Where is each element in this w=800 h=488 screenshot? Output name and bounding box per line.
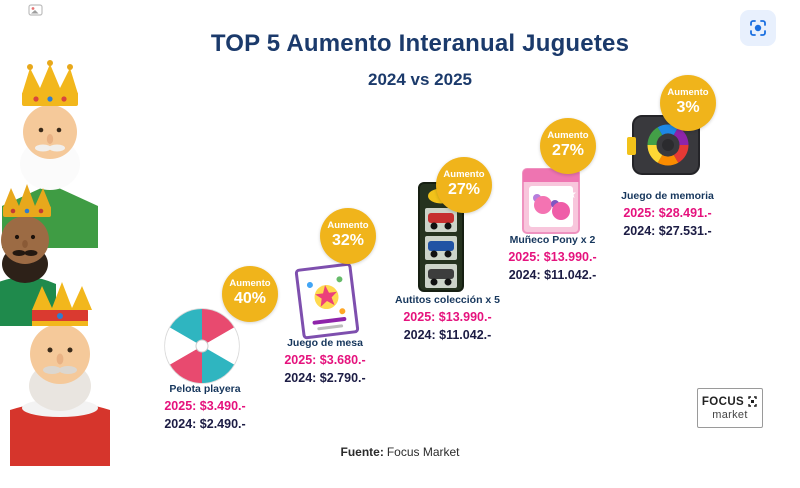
three-kings-illustration <box>0 60 110 466</box>
price-2025: 2025: $13.990.- <box>508 250 597 264</box>
pony-pack-image <box>522 168 580 234</box>
logo-text-focus: FOCUS <box>701 395 745 408</box>
product-item-juego-de-memoria: Aumento 3% Juego de memoria 2025: $28.49… <box>595 75 740 247</box>
increase-badge: Aumento 40% <box>222 266 278 322</box>
badge-label: Aumento <box>667 87 709 99</box>
price-2025: 2025: $3.490.- <box>164 399 246 413</box>
scan-lens-icon <box>750 20 766 36</box>
price-2025: 2025: $28.491.- <box>623 206 712 220</box>
product-name: Autitos colección x 5 <box>394 294 501 306</box>
badge-percent: 3% <box>676 99 700 117</box>
image-search-button[interactable] <box>740 10 776 46</box>
increase-badge: Aumento 32% <box>320 208 376 264</box>
product-item-juego-de-mesa: Aumento 32% Juego de mesa 2025: $3.680.-… <box>255 208 395 393</box>
viewfinder-icon <box>748 396 757 407</box>
badge-percent: 32% <box>331 232 365 250</box>
page-subtitle: 2024 vs 2025 <box>368 70 472 89</box>
page-title: TOP 5 Aumento Interanual Juguetes <box>210 30 630 57</box>
badge-label: Aumento <box>327 220 369 232</box>
king-bottom <box>10 282 110 466</box>
board-game-image <box>294 262 360 340</box>
product-item-pelota-playera: Aumento 40% Pelota playera 2025: $3.490.… <box>130 266 280 441</box>
product-name: Juego de mesa <box>287 337 363 349</box>
badge-label: Aumento <box>547 130 589 142</box>
product-name: Muñeco Pony x 2 <box>509 234 596 246</box>
price-2025: 2025: $3.680.- <box>284 353 366 367</box>
price-2025: 2025: $13.990.- <box>403 310 492 324</box>
badge-percent: 27% <box>447 181 481 199</box>
badge-label: Aumento <box>229 278 271 290</box>
badge-percent: 27% <box>551 142 585 160</box>
product-item-muneco-pony: Aumento 27% Muñeco Pony x 2 2025: $13.99… <box>480 118 625 290</box>
increase-badge: Aumento 27% <box>540 118 596 174</box>
image-thumbnail-icon <box>28 4 43 16</box>
beach-ball-image <box>164 308 240 384</box>
source-label: Fuente: <box>340 445 384 459</box>
price-2024: 2024: $2.790.- <box>284 371 366 385</box>
badge-percent: 40% <box>233 290 267 308</box>
toy-cars-image <box>418 182 464 292</box>
product-name: Pelota playera <box>169 383 241 395</box>
product-item-autitos-coleccion: Aumento 27% Autitos colección x 5 2025: … <box>375 157 520 352</box>
source-caption: Fuente: Focus Market <box>0 445 800 459</box>
source-text: Focus Market <box>386 445 460 459</box>
logo-text-market: market <box>712 408 748 421</box>
price-2024: 2024: $11.042.- <box>403 328 492 342</box>
increase-badge: Aumento 3% <box>660 75 716 131</box>
focus-market-logo: FOCUS market <box>697 388 763 428</box>
increase-badge: Aumento 27% <box>436 157 492 213</box>
price-2024: 2024: $2.490.- <box>164 417 246 431</box>
price-2024: 2024: $11.042.- <box>508 268 597 282</box>
product-name: Juego de memoria <box>621 190 714 202</box>
badge-label: Aumento <box>443 169 485 181</box>
price-2024: 2024: $27.531.- <box>623 224 712 238</box>
